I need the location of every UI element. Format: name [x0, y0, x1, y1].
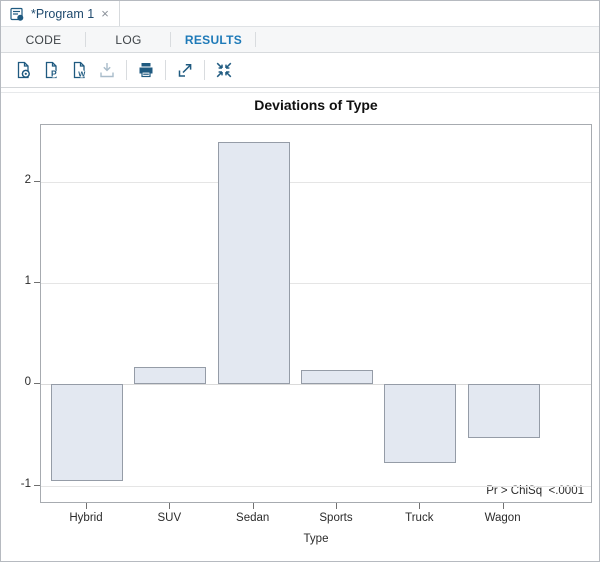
x-tick-label: Sedan [236, 512, 270, 524]
x-tick-label: Hybrid [69, 512, 103, 524]
x-tick-label: Sports [319, 512, 353, 524]
download-rtf-icon[interactable]: W [65, 56, 93, 84]
x-tick-mark [336, 503, 337, 509]
y-tick-mark [34, 180, 40, 182]
x-tick-label: Wagon [484, 512, 521, 524]
toolbar-divider [1, 88, 599, 93]
plot-area: Pr > ChiSq <.0001 [40, 124, 592, 503]
y-tick-mark [34, 282, 40, 284]
x-tick-mark [502, 503, 504, 509]
gridline [41, 181, 591, 183]
view-tabs: CODE LOG RESULTS [1, 27, 599, 53]
bar-sedan [217, 142, 290, 385]
gridline [41, 283, 591, 285]
toolbar-separator [126, 60, 127, 80]
tab-results-label: RESULTS [184, 32, 243, 47]
y-tick-mark [34, 383, 40, 385]
x-axis-label: Type [303, 533, 329, 545]
tab-code-label: CODE [25, 32, 62, 47]
open-new-window-icon[interactable] [171, 56, 199, 84]
download-html-icon[interactable] [9, 56, 37, 84]
tab-code[interactable]: CODE [1, 27, 86, 52]
program-file-icon [9, 6, 25, 22]
gridline [41, 485, 591, 487]
y-tick-label: 2 [24, 173, 31, 186]
bar-hybrid [51, 384, 123, 481]
tab-log-label: LOG [115, 32, 142, 47]
y-tick-label: 1 [24, 275, 31, 288]
download-pdf-icon[interactable]: P [37, 56, 65, 84]
tab-program-1[interactable]: *Program 1 × [1, 1, 120, 26]
chart-title: Deviations of Type [254, 97, 378, 113]
bar-truck [384, 384, 457, 464]
gridline [41, 384, 591, 386]
tab-title: *Program 1 [31, 6, 95, 21]
exit-maximize-icon[interactable] [210, 56, 238, 84]
x-tick-label: SUV [157, 512, 182, 524]
x-tick-label: Truck [405, 512, 434, 524]
y-tick-label: 0 [24, 376, 31, 389]
download-icon [93, 56, 121, 84]
tab-results[interactable]: RESULTS [171, 27, 256, 52]
bar-sports [301, 370, 373, 385]
y-tick-mark [34, 484, 40, 486]
x-tick-mark [169, 503, 171, 509]
svg-text:P: P [51, 69, 57, 79]
svg-text:W: W [78, 69, 86, 78]
bar-wagon [467, 384, 540, 439]
toolbar-separator [165, 60, 166, 80]
tab-log[interactable]: LOG [86, 27, 171, 52]
close-icon[interactable]: × [101, 6, 109, 21]
results-toolbar: P W [1, 53, 599, 88]
x-tick-mark [252, 503, 254, 509]
bar-suv [134, 367, 207, 385]
results-panel: Deviations of Type Pr > ChiSq <.0001 Typ… [1, 93, 599, 560]
y-tick-label: -1 [20, 477, 31, 490]
tab-strip: *Program 1 × [1, 1, 599, 27]
x-tick-mark [86, 503, 87, 509]
x-tick-mark [419, 503, 421, 509]
chart-annotation: Pr > ChiSq <.0001 [486, 485, 584, 497]
print-icon[interactable] [132, 56, 160, 84]
toolbar-separator [204, 60, 205, 80]
